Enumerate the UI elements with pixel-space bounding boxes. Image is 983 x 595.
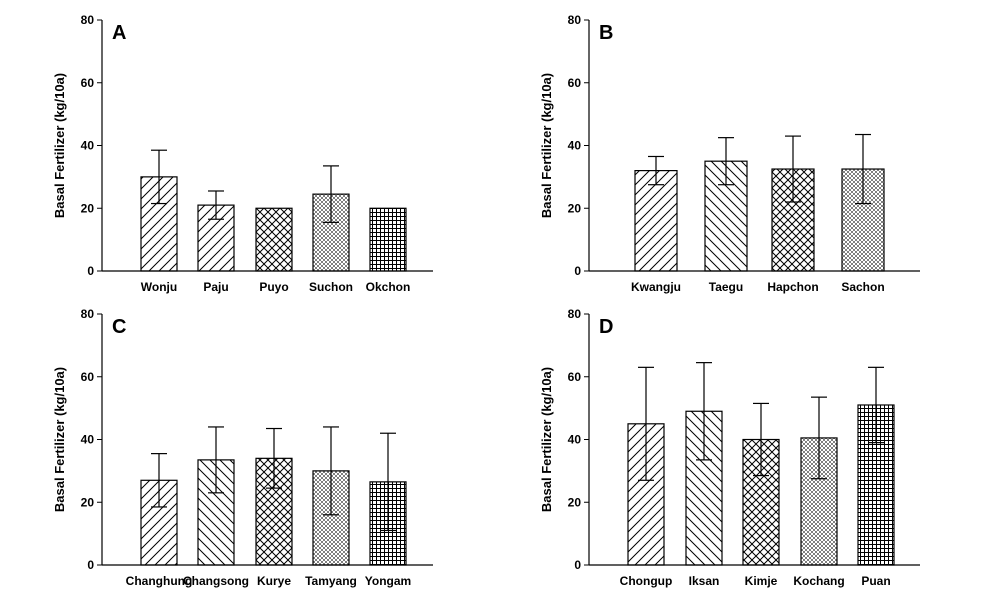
category-label-puan: Puan [861, 574, 890, 588]
error-bar-tamyang [323, 426, 339, 516]
category-label-puyo: Puyo [259, 280, 288, 294]
panel-d: 0 20 40 60 80 Basal Fertilizer (kg/10a) D Chong… [539, 307, 920, 588]
error-bar-kurye [266, 427, 282, 489]
category-label-kwangju: Kwangju [631, 280, 681, 294]
panels: 0 20 40 60 80 Basal Fertilizer (kg/10a) A Wonju… [52, 13, 920, 588]
y-axis-label: Basal Fertilizer (kg/10a) [539, 73, 554, 218]
y-tick-label: 80 [81, 307, 95, 321]
category-label-chongup: Chongup [620, 574, 673, 588]
panel-c: 0 20 40 60 80 Basal Fertilizer (kg/10a) C Chang… [52, 307, 433, 588]
error-bar-hapchon [785, 135, 801, 203]
y-tick-label: 0 [574, 264, 581, 278]
y-tick-label: 0 [87, 558, 94, 572]
bar-okchon [369, 207, 407, 272]
y-axis-label: Basal Fertilizer (kg/10a) [52, 367, 67, 512]
category-label-suchon: Suchon [309, 280, 353, 294]
category-label-hapchon: Hapchon [767, 280, 818, 294]
y-tick-label: 20 [568, 201, 582, 215]
category-label-yongam: Yongam [365, 574, 411, 588]
y-tick-label: 0 [87, 264, 94, 278]
category-label-sachon: Sachon [841, 280, 884, 294]
y-tick-label: 80 [568, 307, 582, 321]
bar-kurye [255, 457, 293, 566]
y-tick-label: 80 [568, 13, 582, 27]
category-label-okchon: Okchon [366, 280, 411, 294]
y-tick-label: 20 [568, 495, 582, 509]
category-label-tamyang: Tamyang [305, 574, 357, 588]
error-bar-suchon [323, 165, 339, 223]
error-bar-chongup [638, 366, 654, 481]
error-bar-wonju [151, 149, 167, 205]
error-bar-changsong [208, 426, 224, 494]
y-tick-label: 60 [81, 370, 95, 384]
bar-puyo [255, 207, 293, 272]
error-bar-puan [868, 366, 884, 444]
y-tick-label: 40 [568, 139, 582, 153]
y-tick-label: 80 [81, 13, 95, 27]
error-bar-kimje [753, 402, 769, 477]
panel-a: 0 20 40 60 80 Basal Fertilizer (kg/10a) A Wonju… [52, 13, 433, 294]
error-bar-sachon [855, 133, 871, 205]
category-label-iksan: Iksan [689, 574, 720, 588]
category-label-changhung: Changhung [126, 574, 193, 588]
panel-letter: D [599, 316, 613, 338]
y-tick-label: 40 [81, 433, 95, 447]
error-bar-yongam [380, 432, 396, 532]
y-tick-label: 0 [574, 558, 581, 572]
error-bar-kwangju [648, 155, 664, 186]
y-axis-label: Basal Fertilizer (kg/10a) [539, 367, 554, 512]
bar-kwangju [634, 170, 678, 272]
category-label-taegu: Taegu [709, 280, 743, 294]
category-label-wonju: Wonju [141, 280, 177, 294]
error-bar-kochang [811, 396, 827, 480]
y-tick-label: 40 [81, 139, 95, 153]
error-bar-taegu [718, 137, 734, 186]
error-bar-paju [208, 190, 224, 220]
error-bar-iksan [696, 362, 712, 461]
y-axis-label: Basal Fertilizer (kg/10a) [52, 73, 67, 218]
error-bar-changhung [151, 453, 167, 508]
category-label-kimje: Kimje [745, 574, 778, 588]
y-tick-label: 60 [568, 76, 582, 90]
panel-letter: B [599, 22, 613, 44]
category-label-changsong: Changsong [183, 574, 249, 588]
panel-b: 0 20 40 60 80 Basal Fertilizer (kg/10a) B Kwang… [539, 13, 920, 294]
y-tick-label: 60 [81, 76, 95, 90]
y-tick-label: 60 [568, 370, 582, 384]
category-label-kochang: Kochang [793, 574, 844, 588]
panel-letter: C [112, 316, 126, 338]
y-tick-label: 20 [81, 201, 95, 215]
category-label-kurye: Kurye [257, 574, 291, 588]
category-label-paju: Paju [203, 280, 228, 294]
y-tick-label: 40 [568, 433, 582, 447]
panel-letter: A [112, 22, 126, 44]
y-tick-label: 20 [81, 495, 95, 509]
